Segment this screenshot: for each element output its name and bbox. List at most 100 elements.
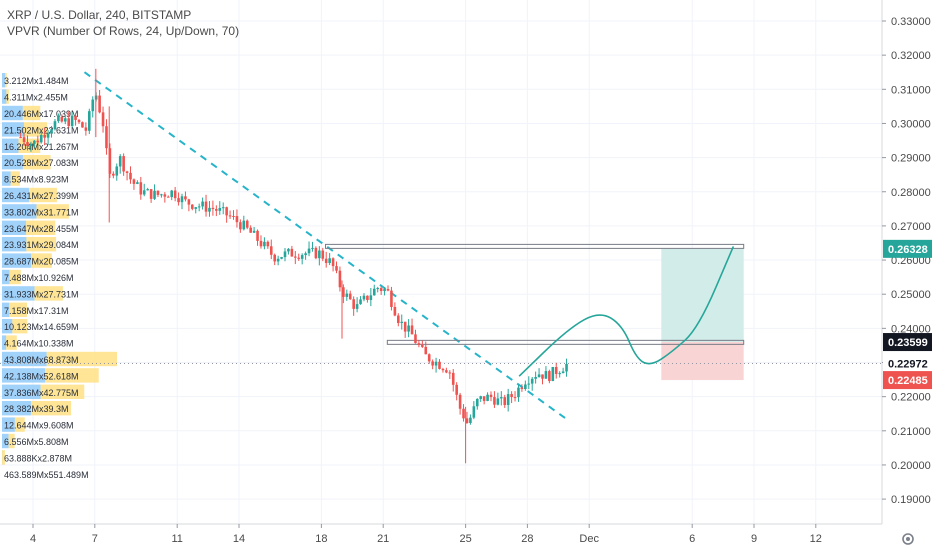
price-tick-label: 0.22000 [891,392,931,404]
volume-profile-label: 6.556Mx5.808M [4,437,69,447]
candle-body [417,343,421,346]
candle-body [39,135,43,143]
entry-price-badge: 0.23599 [888,337,928,349]
candle-body [451,372,455,385]
candle-body [462,408,465,419]
candle-body [431,361,434,366]
candle-body [46,133,50,138]
volume-profile-up-bar [2,335,7,350]
time-tick-label: 4 [30,533,36,545]
volume-profile-down-bar [10,171,20,186]
candle-body [554,367,558,374]
candle-body [345,293,349,297]
candle-body [383,289,386,292]
price-tick-label: 0.27000 [891,221,931,233]
price-tick-label: 0.29000 [891,153,931,165]
candle-body [81,122,84,128]
candle-body [208,207,211,212]
price-tick-label: 0.31000 [891,84,931,96]
candle-body [458,394,462,409]
volume-profile-up-bar [2,253,32,268]
candle-body [108,148,112,174]
candle-body [136,182,139,184]
candle-body [527,383,531,385]
candle-body [424,346,428,355]
candle-body [91,99,95,112]
time-tick-label: 12 [810,533,822,545]
volume-profile-down-bar [34,286,63,301]
candle-body [269,246,273,255]
volume-profile-down-bar [36,204,69,219]
volume-profile-label: 8.534Mx8.923M [4,175,69,185]
volume-profile-down-bar [14,417,25,432]
target-price-badge: 0.26328 [888,244,928,256]
candle-body [407,325,410,332]
candle-body [201,201,204,207]
candle-body [421,345,424,347]
volume-profile-label: 26.431Mx27.399M [4,191,79,201]
price-tick-label: 0.26000 [891,255,931,267]
gear-icon[interactable] [900,531,916,547]
volume-profile-down-bar [45,368,99,383]
candle-body [118,156,122,167]
price-tick-label: 0.32000 [891,50,931,62]
candle-body [276,258,280,262]
volume-profile-label: 7.158Mx17.31M [4,306,69,316]
candle-body [105,126,108,149]
volume-profile-label: 10.123Mx14.659M [4,322,79,332]
candle-body [29,143,33,146]
candle-body [232,215,235,217]
candle-body [218,207,222,211]
time-tick-label: 25 [459,533,471,545]
candle-body [304,253,307,256]
candle-body [469,417,472,424]
stop-price-badge-background [883,371,932,390]
candle-body [139,182,143,195]
time-tick-label: 9 [751,533,757,545]
candle-body [259,240,263,247]
time-tick-label: 7 [92,533,98,545]
symbol-title[interactable]: XRP / U.S. Dollar, 240, BITSTAMP [7,8,192,22]
volume-profile-label: 12.644Mx9.608M [4,421,74,431]
candle-body [414,334,417,344]
volume-profile-up-bar [2,171,11,186]
candle-body [534,376,537,379]
time-tick-label: 6 [689,533,695,545]
horizontal-level [325,243,745,249]
candle-body [311,247,314,249]
candle-body [530,378,534,384]
candle-body [290,248,294,257]
volume-profile-label: 463.589Mx551.489M [4,470,89,480]
candle-body [393,307,397,316]
candle-body [235,216,239,223]
candle-body [142,190,146,195]
volume-profile-label: 43.808Mx68.873M [4,355,79,365]
candle-body [194,207,198,209]
chart-legend: XRP / U.S. Dollar, 240, BITSTAMP VPVR (N… [7,7,239,39]
indicator-title[interactable]: VPVR (Number Of Rows, 24, Up/Down, 70) [7,24,240,38]
price-tick-label: 0.30000 [891,118,931,130]
volume-profile-up-bar [2,73,6,88]
candle-body [88,111,91,131]
candle-body [146,189,149,191]
candle-body [132,179,136,184]
candle-body [215,209,218,211]
candle-body [297,257,301,259]
candle-body [397,315,400,324]
candle-body [294,256,297,258]
candle-body [53,121,57,130]
candle-body [314,247,318,259]
volume-profile-down-bar [46,351,117,367]
candle-body [561,371,565,374]
candle-body [249,227,252,233]
volume-profile-up-bar [2,286,35,301]
candle-body [300,255,304,259]
candle-body [67,118,71,126]
candle-body [22,137,26,143]
candle-body [390,290,393,308]
candle-body [324,258,328,263]
candle-body [548,371,551,382]
candle-body [503,397,507,406]
